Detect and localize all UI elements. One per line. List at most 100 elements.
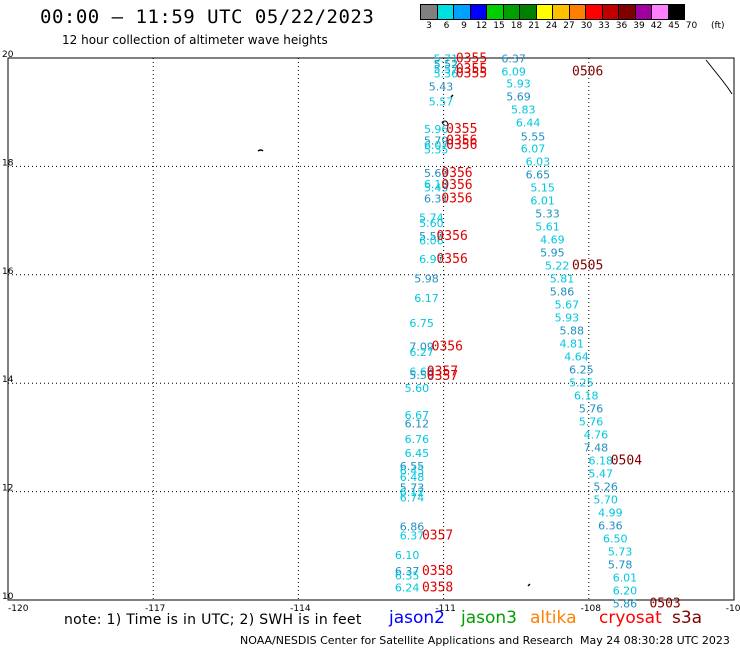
wave-height-label: 6.74 <box>400 491 425 504</box>
colorbar-label: 3 <box>426 21 432 31</box>
x-tick-label: -111 <box>435 604 455 614</box>
time-label: 0358 <box>422 564 453 579</box>
x-tick-label: -108 <box>581 604 602 614</box>
wave-height-label: 5.79 <box>424 135 449 148</box>
colorbar-label: 21 <box>528 21 540 31</box>
wave-height-label: 6.45 <box>400 464 425 477</box>
wave-height-label: 5.60 <box>419 217 444 230</box>
wave-height-label: 6.76 <box>405 433 430 446</box>
legend-s3a: s3a <box>672 608 703 628</box>
y-tick-label: 16 <box>2 267 14 277</box>
y-tick-label: 20 <box>2 50 14 60</box>
wave-height-label: 5.59 <box>409 369 434 382</box>
wave-height-label: 6.31 <box>424 193 449 206</box>
wave-height-label: 6.67 <box>405 409 430 422</box>
x-tick-label: -117 <box>145 604 165 614</box>
plot-frame <box>7 57 735 601</box>
wave-height-label: 5.60 <box>405 382 430 395</box>
time-label: 0357 <box>427 369 458 384</box>
wave-height-label: 6.37 <box>501 52 526 65</box>
colorbar-swatch <box>667 4 685 20</box>
wave-height-label: 5.43 <box>424 181 449 194</box>
wave-height-label: 5.74 <box>419 212 444 225</box>
wave-height-label: 6.86 <box>400 521 425 534</box>
wave-height-label: 6.37 <box>395 565 420 578</box>
wave-height-label: 5.43 <box>429 81 454 94</box>
colorbar-label: 42 <box>650 21 663 31</box>
wave-height-label: 5.33 <box>535 207 560 220</box>
time-label: 0505 <box>572 258 603 273</box>
generated-date: May 24 08:30:28 UTC 2023 <box>580 634 730 647</box>
time-label: 0356 <box>436 229 467 244</box>
x-tick-label: -105 <box>726 604 740 614</box>
island <box>450 94 454 98</box>
wave-height-label: 6.20 <box>613 585 638 598</box>
colorbar-label: 12 <box>475 21 488 31</box>
wave-height-label: 5.86 <box>613 598 638 611</box>
wave-height-label: 5.55 <box>521 130 546 143</box>
wave-height-label: 5.36 <box>434 68 459 81</box>
colorbar <box>420 4 685 20</box>
wave-height-label: 6.50 <box>603 533 628 546</box>
colorbar-label: 45 <box>668 21 680 31</box>
colorbar-label: 15 <box>493 21 505 31</box>
wave-height-label: 5.70 <box>593 494 618 507</box>
wave-height-label: 6.97 <box>419 253 444 266</box>
time-label: 0356 <box>432 340 463 355</box>
time-label: 0504 <box>611 454 642 469</box>
wave-height-label: 5.76 <box>579 402 604 415</box>
island <box>257 149 264 152</box>
wave-height-label: 5.71 <box>434 52 459 65</box>
wave-height-label: 5.35 <box>424 143 449 156</box>
wave-height-label: 6.07 <box>521 142 546 155</box>
wave-height-label: 5.25 <box>569 376 594 389</box>
wave-height-label: 5.61 <box>535 220 560 233</box>
colorbar-label: 18 <box>510 21 523 31</box>
colorbar-label: 30 <box>580 21 593 31</box>
wave-height-label: 6.10 <box>395 549 420 562</box>
wave-height-label: 5.69 <box>424 167 449 180</box>
colorbar-label: 36 <box>615 21 628 31</box>
wave-height-label: 5.73 <box>400 482 425 495</box>
time-label: 0355 <box>456 67 487 82</box>
island <box>441 120 449 127</box>
time-label: 0355 <box>446 122 477 137</box>
wave-height-label: 6.36 <box>598 520 623 533</box>
wave-height-label: 6.18 <box>574 389 599 402</box>
x-tick-label: -114 <box>290 604 311 614</box>
wave-height-label: 6.12 <box>400 486 425 499</box>
wave-height-label: 7.09 <box>409 341 434 354</box>
wave-height-label: 4.81 <box>559 337 584 350</box>
legend-jason2: jason2 <box>389 608 445 628</box>
wave-height-label: 4.99 <box>598 507 623 520</box>
wave-height-label: 5.88 <box>559 324 584 337</box>
y-tick-label: 10 <box>2 592 14 602</box>
wave-height-label: 5.96 <box>424 123 449 136</box>
wave-height-label: 5.78 <box>608 559 633 572</box>
wave-height-label: 6.65 <box>526 168 551 181</box>
x-tick-label: -120 <box>8 604 29 614</box>
time-label: 0503 <box>649 597 680 612</box>
time-label: 0358 <box>422 580 453 595</box>
wave-height-label: 5.59 <box>419 230 444 243</box>
wave-height-label: 6.37 <box>400 529 425 542</box>
wave-height-label: 6.01 <box>530 194 555 207</box>
wave-height-label: 4.69 <box>540 233 565 246</box>
credit-text: NOAA/NESDIS Center for Satellite Applica… <box>240 634 574 647</box>
wave-height-label: 5.67 <box>555 298 580 311</box>
wave-height-label: 6.09 <box>501 65 526 78</box>
footer-note: note: 1) Time is in UTC; 2) SWH is in fe… <box>64 612 362 628</box>
colorbar-unit: (ft) <box>711 21 725 31</box>
coastline <box>705 59 733 95</box>
time-label: 0356 <box>441 178 472 193</box>
wave-height-label: 5.57 <box>429 96 454 109</box>
wave-height-label: 5.73 <box>608 546 633 559</box>
wave-height-label: 6.75 <box>409 317 434 330</box>
wave-height-label: 6.48 <box>400 471 425 484</box>
colorbar-label: 27 <box>563 21 575 31</box>
wave-height-label: 6.60 <box>409 366 434 379</box>
wave-height-label: 6.03 <box>526 155 551 168</box>
wave-height-label: 5.47 <box>589 468 614 481</box>
legend-jason3: jason3 <box>461 608 517 628</box>
